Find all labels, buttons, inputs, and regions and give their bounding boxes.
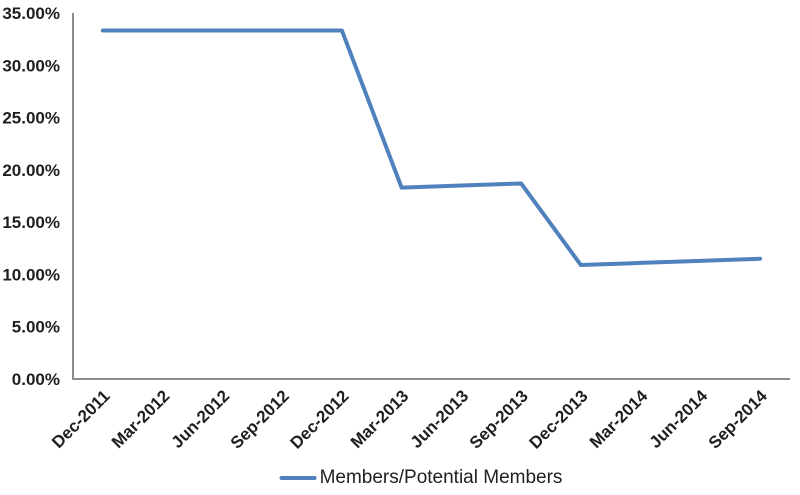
series-line-members-potential-members xyxy=(100,28,763,268)
y-axis-tick-label: 5.00% xyxy=(12,318,60,337)
x-axis-tick-label: Jun-2014 xyxy=(646,386,712,452)
x-axis-tick-label: Dec-2012 xyxy=(286,386,352,452)
x-axis-tick-label: Mar-2012 xyxy=(108,386,174,452)
x-axis-tick-label: Jun-2013 xyxy=(407,386,473,452)
y-axis-tick-label: 30.00% xyxy=(2,56,60,75)
y-axis-tick-label: 0.00% xyxy=(12,370,60,389)
y-axis-tick-label: 20.00% xyxy=(2,161,60,180)
legend-line-swatch xyxy=(279,476,317,480)
x-axis-tick-label: Sep-2013 xyxy=(466,386,532,452)
x-axis-tick-label: Dec-2013 xyxy=(525,386,591,452)
y-axis-tick-label: 10.00% xyxy=(2,265,60,284)
y-axis-tick-label: 15.00% xyxy=(2,213,60,232)
x-axis-tick-label: Dec-2011 xyxy=(48,386,114,452)
x-axis-tick-label: Sep-2012 xyxy=(227,386,293,452)
legend-label: Members/Potential Members xyxy=(319,467,563,488)
x-axis-tick-label: Sep-2014 xyxy=(705,386,772,453)
y-axis-tick-label: 25.00% xyxy=(2,109,60,128)
x-axis-tick-label: Mar-2014 xyxy=(586,386,652,452)
x-axis-tick-label: Mar-2013 xyxy=(347,386,413,452)
x-axis-tick-label: Jun-2012 xyxy=(168,386,234,452)
chart-legend: Members/Potential Members xyxy=(279,466,563,490)
y-axis-tick-label: 35.00% xyxy=(2,4,60,23)
